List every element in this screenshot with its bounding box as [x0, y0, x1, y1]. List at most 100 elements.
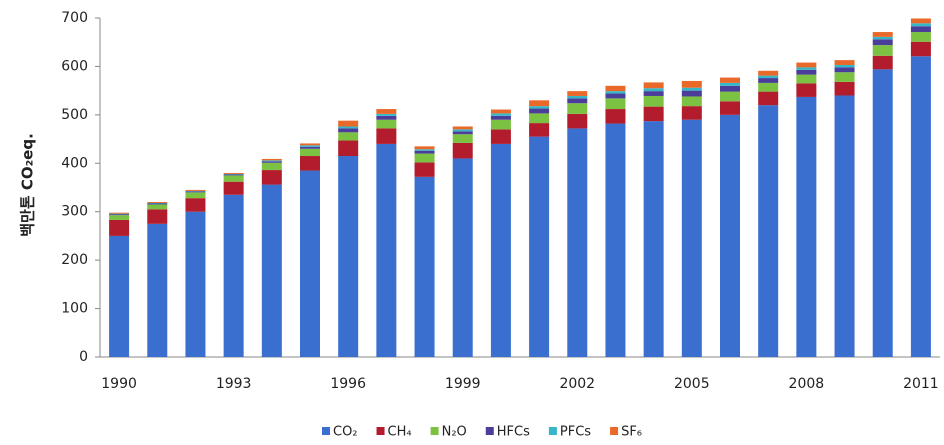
- bar-segment: [224, 182, 244, 195]
- legend-swatch: [610, 427, 618, 435]
- bar-segment: [453, 134, 473, 143]
- bar-segment: [415, 177, 435, 357]
- legend-label: SF₆: [621, 425, 642, 440]
- x-tick-label: 2008: [789, 376, 825, 392]
- x-tick-label: 1996: [330, 376, 366, 392]
- legend-label: CO₂: [333, 425, 358, 440]
- bar-segment: [300, 156, 320, 171]
- bar-segment: [644, 121, 664, 357]
- bar-segment: [567, 103, 587, 114]
- bar-segment: [796, 63, 816, 68]
- bar-segment: [835, 82, 855, 96]
- bar-segment: [453, 143, 473, 158]
- bar-segment: [376, 120, 396, 129]
- bar-segment: [873, 45, 893, 56]
- bar-segment: [491, 129, 511, 144]
- bar-segment: [224, 195, 244, 357]
- bar-segment: [835, 60, 855, 65]
- y-tick-label: 0: [79, 349, 88, 365]
- bar-segment: [262, 161, 282, 162]
- x-tick-label: 1990: [101, 376, 137, 392]
- bar-segment: [911, 32, 931, 42]
- x-tick-label: 2011: [903, 376, 939, 392]
- bar-segment: [796, 75, 816, 84]
- bar-segment: [185, 191, 205, 192]
- bar-segment: [605, 91, 625, 93]
- y-tick-label: 600: [61, 58, 88, 74]
- bar-segment: [644, 96, 664, 107]
- bar-segment: [453, 158, 473, 357]
- bar-segment: [873, 39, 893, 45]
- bar-segment: [720, 83, 740, 86]
- bar-segment: [835, 67, 855, 72]
- bar-segment: [758, 92, 778, 106]
- bar-segment: [796, 67, 816, 69]
- bar-segment: [109, 213, 129, 214]
- bar-segment: [529, 113, 549, 123]
- bar-segment: [720, 92, 740, 102]
- bar-segment: [911, 56, 931, 357]
- bar-segment: [567, 128, 587, 357]
- bar-segment: [605, 94, 625, 99]
- bar-segment: [300, 143, 320, 145]
- bar-segment: [185, 198, 205, 212]
- bar-segment: [300, 149, 320, 156]
- bar-segment: [376, 144, 396, 357]
- bar-segment: [529, 106, 549, 108]
- legend-swatch: [322, 427, 330, 435]
- bar-segment: [338, 128, 358, 132]
- bar-segment: [300, 171, 320, 357]
- bar-segment: [720, 86, 740, 92]
- bar-segment: [415, 151, 435, 154]
- bar-segment: [873, 37, 893, 39]
- bar-segment: [720, 101, 740, 115]
- bar-segment: [758, 76, 778, 78]
- bar-segment: [453, 131, 473, 134]
- bar-segment: [491, 144, 511, 357]
- bar-segment: [720, 115, 740, 357]
- y-tick-label: 500: [61, 107, 88, 123]
- bar-segment: [567, 98, 587, 103]
- bar-segment: [109, 220, 129, 236]
- y-tick-label: 200: [61, 252, 88, 268]
- bar-segment: [185, 212, 205, 357]
- bar-segment: [644, 107, 664, 122]
- bar-segment: [682, 120, 702, 357]
- bar-segment: [567, 114, 587, 129]
- bar-segment: [376, 128, 396, 143]
- bar-segment: [338, 156, 358, 357]
- legend-swatch: [377, 427, 385, 435]
- bar-segment: [185, 190, 205, 191]
- legend-label: N₂O: [442, 425, 467, 440]
- legend-swatch: [486, 427, 494, 435]
- bar-segment: [262, 170, 282, 185]
- bar-segment: [911, 23, 931, 26]
- bar-segment: [453, 126, 473, 129]
- bar-segment: [491, 120, 511, 130]
- bar-segment: [873, 56, 893, 70]
- bar-segment: [605, 109, 625, 124]
- bar-segment: [376, 109, 396, 114]
- bar-segment: [338, 132, 358, 140]
- legend-swatch: [431, 427, 439, 435]
- bar-segment: [911, 26, 931, 32]
- bar-segment: [529, 137, 549, 357]
- bar-segment: [873, 69, 893, 357]
- bar-segment: [682, 91, 702, 97]
- bar-segment: [796, 97, 816, 357]
- bar-segment: [109, 214, 129, 215]
- bar-segment: [415, 149, 435, 150]
- bar-segment: [835, 65, 855, 67]
- bar-segment: [682, 88, 702, 91]
- bar-segment: [605, 124, 625, 357]
- legend-label: PFCs: [560, 425, 591, 440]
- bar-segment: [109, 215, 129, 220]
- bar-segment: [376, 116, 396, 120]
- bar-segment: [376, 114, 396, 116]
- x-tick-label: 1993: [216, 376, 252, 392]
- bar-segment: [873, 32, 893, 37]
- chart: 백만톤 CO₂eq. 01002003004005006007001990199…: [0, 0, 944, 445]
- bar-segment: [644, 91, 664, 96]
- legend-label: HFCs: [497, 425, 530, 440]
- y-tick-label: 400: [61, 155, 88, 171]
